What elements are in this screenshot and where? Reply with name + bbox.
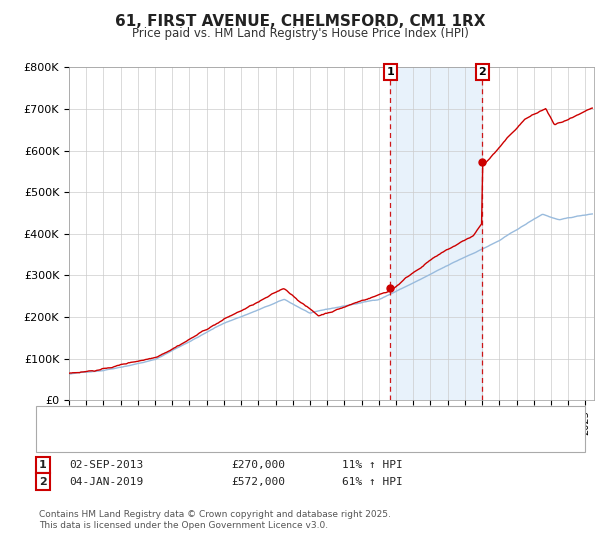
Text: 61, FIRST AVENUE, CHELMSFORD, CM1 1RX: 61, FIRST AVENUE, CHELMSFORD, CM1 1RX — [115, 14, 485, 29]
Text: 02-SEP-2013: 02-SEP-2013 — [69, 460, 143, 470]
Bar — [391, 67, 482, 400]
Text: Contains HM Land Registry data © Crown copyright and database right 2025.
This d: Contains HM Land Registry data © Crown c… — [39, 510, 391, 530]
Text: £270,000: £270,000 — [231, 460, 285, 470]
Text: 04-JAN-2019: 04-JAN-2019 — [69, 477, 143, 487]
Text: 61% ↑ HPI: 61% ↑ HPI — [342, 477, 403, 487]
Text: 11% ↑ HPI: 11% ↑ HPI — [342, 460, 403, 470]
Text: 1: 1 — [39, 460, 47, 470]
Text: 61, FIRST AVENUE, CHELMSFORD, CM1 1RX (semi-detached house): 61, FIRST AVENUE, CHELMSFORD, CM1 1RX (s… — [84, 413, 434, 423]
Text: 1: 1 — [386, 67, 394, 77]
Text: 2: 2 — [478, 67, 486, 77]
Text: Price paid vs. HM Land Registry's House Price Index (HPI): Price paid vs. HM Land Registry's House … — [131, 27, 469, 40]
Text: £572,000: £572,000 — [231, 477, 285, 487]
Text: 2: 2 — [39, 477, 47, 487]
Text: HPI: Average price, semi-detached house, Chelmsford: HPI: Average price, semi-detached house,… — [84, 430, 365, 440]
